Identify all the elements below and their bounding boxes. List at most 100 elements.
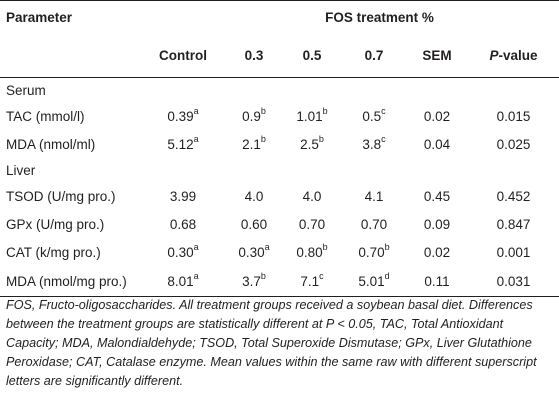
table-row: MDA (nmol/ml) 5.12a 2.1b 2.5b 3.8c 0.04 … bbox=[0, 130, 559, 158]
cell-value: 0.30 bbox=[238, 244, 265, 260]
superscript-letter: a bbox=[193, 271, 199, 281]
cell-p-value: 0.452 bbox=[496, 188, 531, 204]
superscript-letter: a bbox=[193, 134, 199, 144]
superscript-letter: b bbox=[260, 106, 266, 116]
column-header-control: Control bbox=[140, 33, 226, 78]
cell-0-7: 0.5c bbox=[342, 102, 406, 130]
cell-value: 3.7 bbox=[242, 273, 261, 289]
cell-0-5: 2.5b bbox=[282, 130, 342, 158]
cell-p-value: 0.031 bbox=[468, 266, 559, 297]
cell-sem: 0.04 bbox=[423, 136, 451, 152]
cell-0-3: 3.7b bbox=[226, 266, 282, 297]
superscript-letter: a bbox=[264, 242, 270, 252]
column-header-0-5: 0.5 bbox=[282, 33, 342, 78]
superscript-letter: a bbox=[193, 106, 199, 116]
section-row-liver: Liver bbox=[0, 158, 559, 182]
section-row-serum: Serum bbox=[0, 78, 559, 103]
cell-0-7: 0.70 bbox=[342, 210, 406, 238]
cell-0-5: 4.0 bbox=[282, 182, 342, 210]
cell-value: 2.1 bbox=[242, 136, 261, 152]
cell-sem: 0.02 bbox=[423, 244, 451, 260]
fos-results-table: Parameter FOS treatment % Control 0.3 0.… bbox=[0, 0, 559, 297]
table-footnote: FOS, Fructo-oligosaccharides. All treatm… bbox=[6, 298, 537, 388]
cell-0-7: 0.70b bbox=[342, 238, 406, 266]
cell-value: 0.70 bbox=[358, 244, 385, 260]
table-row: TAC (mmol/l) 0.39a 0.9b 1.01b 0.5c 0.02 … bbox=[0, 102, 559, 130]
results-table-container: Parameter FOS treatment % Control 0.3 0.… bbox=[0, 0, 559, 297]
row-parameter: TSOD (U/mg pro.) bbox=[6, 188, 116, 204]
p-italic: P bbox=[489, 47, 499, 63]
row-parameter: GPx (U/mg pro.) bbox=[6, 216, 105, 232]
parameter-header: Parameter bbox=[0, 0, 140, 33]
table-header-row-sub: Control 0.3 0.5 0.7 SEM P-value bbox=[0, 33, 559, 78]
cell-value: 2.5 bbox=[300, 136, 319, 152]
column-header-p-value: P-value bbox=[468, 33, 559, 78]
cell-0-3: 0.60 bbox=[226, 210, 282, 238]
superscript-letter: d bbox=[384, 271, 390, 281]
header-empty-cell bbox=[0, 33, 140, 78]
column-header-0-3: 0.3 bbox=[226, 33, 282, 78]
cell-sem: 0.09 bbox=[423, 216, 451, 232]
p-value-suffix: -value bbox=[498, 47, 538, 63]
row-parameter: MDA (nmol/mg pro.) bbox=[0, 266, 140, 297]
cell-value: 4.0 bbox=[244, 188, 264, 204]
cell-0-3: 0.9b bbox=[226, 102, 282, 130]
cell-value: 4.1 bbox=[364, 188, 384, 204]
table-row: TSOD (U/mg pro.) 3.99 4.0 4.0 4.1 0.45 0… bbox=[0, 182, 559, 210]
table-header-row-top: Parameter FOS treatment % bbox=[0, 0, 559, 33]
cell-value: 5.12 bbox=[167, 136, 194, 152]
cell-control: 8.01a bbox=[140, 266, 226, 297]
superscript-letter: b bbox=[322, 106, 328, 116]
superscript-letter: c bbox=[381, 106, 386, 116]
cell-sem: 0.11 bbox=[406, 266, 468, 297]
cell-value: 7.1 bbox=[300, 273, 320, 289]
table-row: MDA (nmol/mg pro.) 8.01a 3.7b 7.1c 5.01d… bbox=[0, 266, 559, 297]
superscript-letter: c bbox=[381, 134, 386, 144]
cell-value: 0.60 bbox=[240, 216, 268, 232]
cell-0-7: 5.01d bbox=[342, 266, 406, 297]
superscript-letter: b bbox=[384, 242, 390, 252]
cell-value: 0.39 bbox=[167, 108, 194, 124]
cell-0-3: 4.0 bbox=[226, 182, 282, 210]
cell-control: 0.30a bbox=[140, 238, 226, 266]
cell-value: 3.99 bbox=[169, 188, 197, 204]
cell-0-7: 4.1 bbox=[342, 182, 406, 210]
row-parameter: TAC (mmol/l) bbox=[6, 108, 85, 124]
column-header-0-7: 0.7 bbox=[342, 33, 406, 78]
table-row: CAT (k/mg pro.) 0.30a 0.30a 0.80b 0.70b … bbox=[0, 238, 559, 266]
superscript-letter: a bbox=[193, 242, 199, 252]
row-parameter: CAT (k/mg pro.) bbox=[6, 244, 101, 260]
fos-treatment-header: FOS treatment % bbox=[140, 0, 559, 33]
cell-0-5: 0.70 bbox=[282, 210, 342, 238]
cell-0-5: 1.01b bbox=[282, 102, 342, 130]
cell-p-value: 0.847 bbox=[496, 216, 531, 232]
cell-0-5: 7.1c bbox=[282, 266, 342, 297]
cell-0-7: 3.8c bbox=[342, 130, 406, 158]
cell-control: 3.99 bbox=[140, 182, 226, 210]
superscript-letter: b bbox=[318, 134, 324, 144]
cell-value: 0.5 bbox=[362, 108, 382, 124]
section-label: Liver bbox=[6, 162, 36, 178]
column-header-sem: SEM bbox=[406, 33, 468, 78]
cell-sem: 0.45 bbox=[423, 188, 451, 204]
cell-value: 0.68 bbox=[169, 216, 197, 232]
cell-sem: 0.02 bbox=[423, 108, 451, 124]
superscript-letter: b bbox=[260, 134, 266, 144]
cell-value: 0.80 bbox=[296, 244, 323, 260]
cell-control: 0.68 bbox=[140, 210, 226, 238]
cell-value: 1.01 bbox=[296, 108, 323, 124]
cell-value: 8.01 bbox=[167, 273, 194, 289]
superscript-letter: b bbox=[322, 242, 328, 252]
cell-0-3: 2.1b bbox=[226, 130, 282, 158]
cell-value: 0.9 bbox=[242, 108, 261, 124]
cell-value: 0.70 bbox=[360, 216, 388, 232]
superscript-letter: b bbox=[260, 271, 266, 281]
cell-value: 0.70 bbox=[298, 216, 326, 232]
cell-p-value: 0.001 bbox=[496, 244, 531, 260]
cell-value: 5.01 bbox=[358, 273, 385, 289]
cell-p-value: 0.025 bbox=[496, 136, 531, 152]
cell-p-value: 0.015 bbox=[496, 108, 531, 124]
cell-control: 5.12a bbox=[140, 130, 226, 158]
cell-0-3: 0.30a bbox=[226, 238, 282, 266]
row-parameter: MDA (nmol/ml) bbox=[6, 136, 96, 152]
